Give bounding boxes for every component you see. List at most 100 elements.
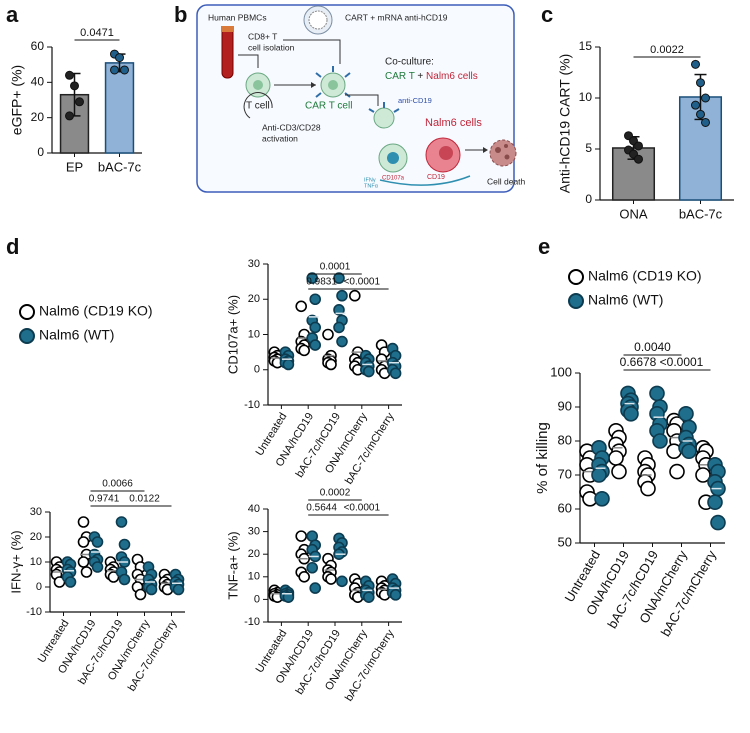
data-point	[145, 583, 158, 596]
killing-synapse	[378, 137, 461, 173]
data-point	[678, 405, 694, 422]
label: Anti-CD3/CD28	[262, 122, 321, 132]
panel-label: e	[538, 234, 550, 259]
data-point	[333, 272, 345, 284]
label: CD107a	[382, 176, 405, 182]
y-axis-label: Anti-hCD19 CART (%)	[557, 54, 573, 194]
data-point	[608, 450, 624, 466]
data-point	[115, 53, 124, 63]
data-point	[695, 467, 711, 483]
p-value: 0.0122	[129, 494, 160, 505]
legend-label: Nalm6 (CD19 KO)	[588, 268, 702, 284]
label: Nalm6 cells	[426, 71, 478, 82]
data-point	[707, 494, 723, 511]
data-point	[77, 516, 90, 528]
arrowhead	[483, 147, 488, 153]
label: CART + mRNA anti-hCD19	[345, 12, 448, 22]
y-tick-label: -10	[26, 606, 42, 618]
x-tick-label: bAC-7c/mCherry	[343, 627, 397, 703]
data-point	[65, 70, 74, 80]
y-tick-label: 20	[248, 548, 260, 560]
arrow	[243, 92, 273, 119]
data-point	[309, 321, 322, 334]
x-tick-label: ONA	[619, 206, 648, 221]
data-point	[696, 109, 705, 119]
y-tick-label: 0	[37, 145, 44, 159]
bar	[104, 62, 135, 154]
p-value: 0.0040	[634, 340, 671, 354]
y-tick-label: 10	[579, 90, 593, 104]
y-tick-label: 60	[31, 39, 45, 53]
panel-label: c	[541, 2, 553, 27]
data-point	[295, 300, 308, 313]
legend-marker	[568, 269, 584, 285]
y-axis-label: % of killing	[534, 422, 551, 494]
x-tick-label: bAC-7c	[679, 206, 723, 221]
legend-label: Nalm6 (WT)	[588, 292, 663, 308]
data-point	[65, 111, 74, 121]
p-value: 0.0001	[320, 262, 351, 273]
data-point	[77, 556, 90, 568]
y-tick-label: 0	[254, 364, 260, 376]
label: T cell	[246, 101, 270, 112]
legend-label: Nalm6 (CD19 KO)	[39, 303, 153, 319]
label: cell isolation	[248, 42, 295, 52]
y-tick-label: 10	[30, 556, 42, 568]
x-tick-label: bAC-7c/mCherry	[343, 410, 397, 486]
data-point	[611, 463, 627, 480]
y-axis-label: TNF-a+ (%)	[225, 531, 240, 599]
data-point	[282, 591, 295, 603]
label: CAR T	[385, 71, 415, 82]
x-tick-label: EP	[66, 159, 83, 174]
label: Cell death	[487, 176, 526, 186]
data-point	[172, 583, 185, 596]
data-point	[118, 573, 131, 586]
data-point	[309, 293, 322, 306]
data-point	[591, 467, 607, 483]
data-point	[701, 117, 710, 127]
data-point	[118, 538, 131, 551]
y-tick-label: 15	[579, 39, 593, 53]
panel-label: d	[6, 234, 19, 259]
y-tick-label: 20	[248, 293, 260, 305]
data-point	[322, 328, 334, 341]
y-tick-label: 80	[558, 432, 572, 447]
data-point	[389, 367, 402, 380]
chart: 0 5 10 15 Anti-hCD19 CART (%) ONA bAC-7c 0.0022	[557, 39, 734, 221]
legend-marker	[19, 304, 35, 320]
data-point	[75, 97, 84, 107]
y-tick-label: 30	[248, 526, 260, 538]
car-t-cell	[368, 102, 400, 129]
data-point	[333, 304, 345, 316]
data-point	[701, 93, 710, 103]
legend-marker	[19, 328, 35, 344]
data-point	[623, 405, 639, 422]
data-point	[640, 480, 656, 497]
x-tick-label: bAC-7c	[98, 159, 142, 174]
data-point	[669, 463, 685, 480]
data-point	[333, 321, 345, 334]
data-point	[634, 154, 643, 164]
data-point	[325, 573, 337, 585]
label: CAR T + Nalm6 cells	[385, 71, 478, 82]
y-tick-label: -10	[244, 399, 260, 411]
panel-label: b	[174, 2, 187, 27]
y-tick-label: 70	[558, 466, 572, 481]
y-tick-label: 50	[558, 534, 572, 549]
data-point	[348, 289, 361, 302]
diagram-frame	[196, 4, 515, 193]
y-axis-label: CD107a+ (%)	[225, 295, 240, 374]
y-tick-label: 10	[248, 571, 260, 583]
x-tick-label: bAC-7c/mCherry	[126, 617, 180, 693]
data-point	[325, 358, 337, 371]
data-point	[681, 443, 697, 460]
data-point	[91, 561, 104, 573]
data-point	[91, 536, 104, 548]
label: TNFα	[364, 183, 379, 189]
p-value: 0.5644	[306, 503, 337, 514]
diagram: Human PBMCs CART + mRNA anti-hCD19 CD8+ …	[196, 4, 526, 193]
